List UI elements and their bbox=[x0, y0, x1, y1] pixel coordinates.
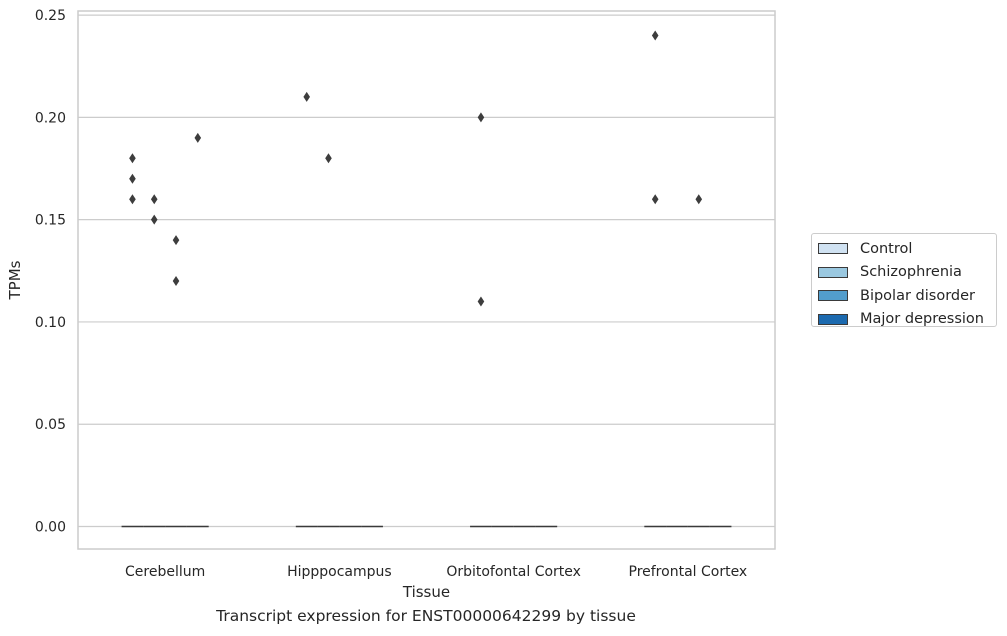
outlier-point bbox=[695, 194, 703, 205]
legend-item: Major depression bbox=[818, 308, 996, 332]
legend-item: Bipolar disorder bbox=[818, 284, 996, 308]
legend-label: Schizophrenia bbox=[860, 264, 962, 281]
y-tick-label: 0.15 bbox=[35, 213, 66, 229]
outlier-point bbox=[172, 276, 180, 287]
outlier-point bbox=[303, 91, 311, 102]
outlier-point bbox=[150, 214, 158, 225]
x-tick-label: Cerebellum bbox=[125, 564, 205, 580]
outlier-point bbox=[651, 30, 659, 41]
outlier-point bbox=[477, 296, 485, 307]
legend-swatch bbox=[818, 290, 848, 302]
legend-swatch bbox=[818, 243, 848, 255]
outlier-point bbox=[194, 132, 202, 143]
y-tick-label: 0.10 bbox=[35, 315, 66, 331]
chart-caption: Transcript expression for ENST0000064229… bbox=[216, 607, 636, 625]
x-tick-labels: Cerebellum Hipppocampus Orbitofontal Corte… bbox=[125, 564, 747, 580]
x-tick-label: Hipppocampus bbox=[287, 564, 392, 580]
y-tick-label: 0.00 bbox=[35, 519, 66, 535]
x-tick-label: Prefrontal Cortex bbox=[629, 564, 748, 580]
legend-label: Major depression bbox=[860, 311, 984, 328]
y-tick-labels: 0.00 0.05 0.10 0.15 0.20 0.25 bbox=[35, 8, 66, 535]
legend-swatch bbox=[818, 266, 848, 278]
y-tick-label: 0.05 bbox=[35, 417, 66, 433]
legend-item: Control bbox=[818, 237, 996, 261]
legend-item: Schizophrenia bbox=[818, 261, 996, 285]
plot-area-frame bbox=[77, 10, 776, 550]
outlier-point bbox=[477, 112, 485, 123]
y-tick-label: 0.20 bbox=[35, 110, 66, 126]
x-axis-label: Tissue bbox=[402, 583, 450, 601]
outlier-point bbox=[172, 235, 180, 246]
outlier-point bbox=[651, 194, 659, 205]
legend-label: Bipolar disorder bbox=[860, 287, 975, 304]
outlier-point bbox=[325, 153, 332, 164]
outlier-point bbox=[129, 194, 136, 205]
legend-swatch bbox=[818, 313, 848, 325]
outlier-point bbox=[150, 194, 158, 205]
x-tick-label: Orbitofontal Cortex bbox=[446, 564, 581, 580]
gridlines bbox=[78, 14, 775, 528]
legend-label: Control bbox=[860, 240, 913, 257]
outlier-points bbox=[129, 30, 703, 307]
outlier-point bbox=[129, 153, 136, 164]
legend: Control Schizophrenia Bipolar disorder Majo… bbox=[811, 233, 997, 327]
y-tick-label: 0.25 bbox=[35, 8, 66, 24]
outlier-point bbox=[129, 173, 136, 184]
y-axis-label: TPMs bbox=[6, 260, 24, 300]
